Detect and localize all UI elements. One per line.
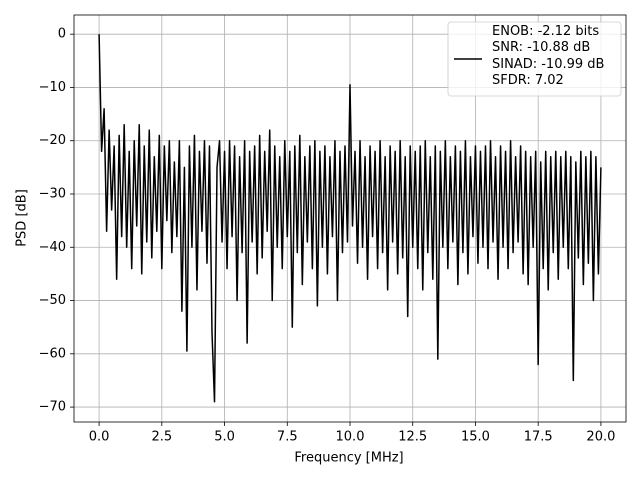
- x-tick-label: 17.5: [524, 430, 553, 445]
- legend-box: [447, 21, 622, 97]
- plot-frame: [73, 14, 627, 423]
- y-tick-label: −30: [39, 186, 66, 201]
- y-tick-label: 0: [58, 27, 66, 42]
- x-axis-label: Frequency [MHz]: [294, 451, 403, 466]
- y-tick-label: −20: [39, 133, 66, 148]
- x-tick-label: 15.0: [461, 430, 490, 445]
- x-tick-label: 2.5: [151, 430, 172, 445]
- y-tick-label: −60: [39, 346, 66, 361]
- legend-label: ENOB: -2.12 bits SNR: -10.88 dB SINAD: -…: [492, 24, 605, 88]
- y-tick-label: −50: [39, 293, 66, 308]
- y-tick-label: −10: [39, 80, 66, 95]
- x-tick-label: 0.0: [89, 430, 110, 445]
- y-tick-label: −40: [39, 240, 66, 255]
- x-tick-label: 20.0: [586, 430, 615, 445]
- y-tick-label: −70: [39, 400, 66, 415]
- y-axis-label: PSD [dB]: [15, 189, 30, 247]
- x-tick-label: 5.0: [214, 430, 235, 445]
- psd-line: [98, 34, 602, 403]
- x-tick-label: 10.0: [336, 430, 365, 445]
- x-tick-label: 7.5: [277, 430, 298, 445]
- x-tick-label: 12.5: [398, 430, 427, 445]
